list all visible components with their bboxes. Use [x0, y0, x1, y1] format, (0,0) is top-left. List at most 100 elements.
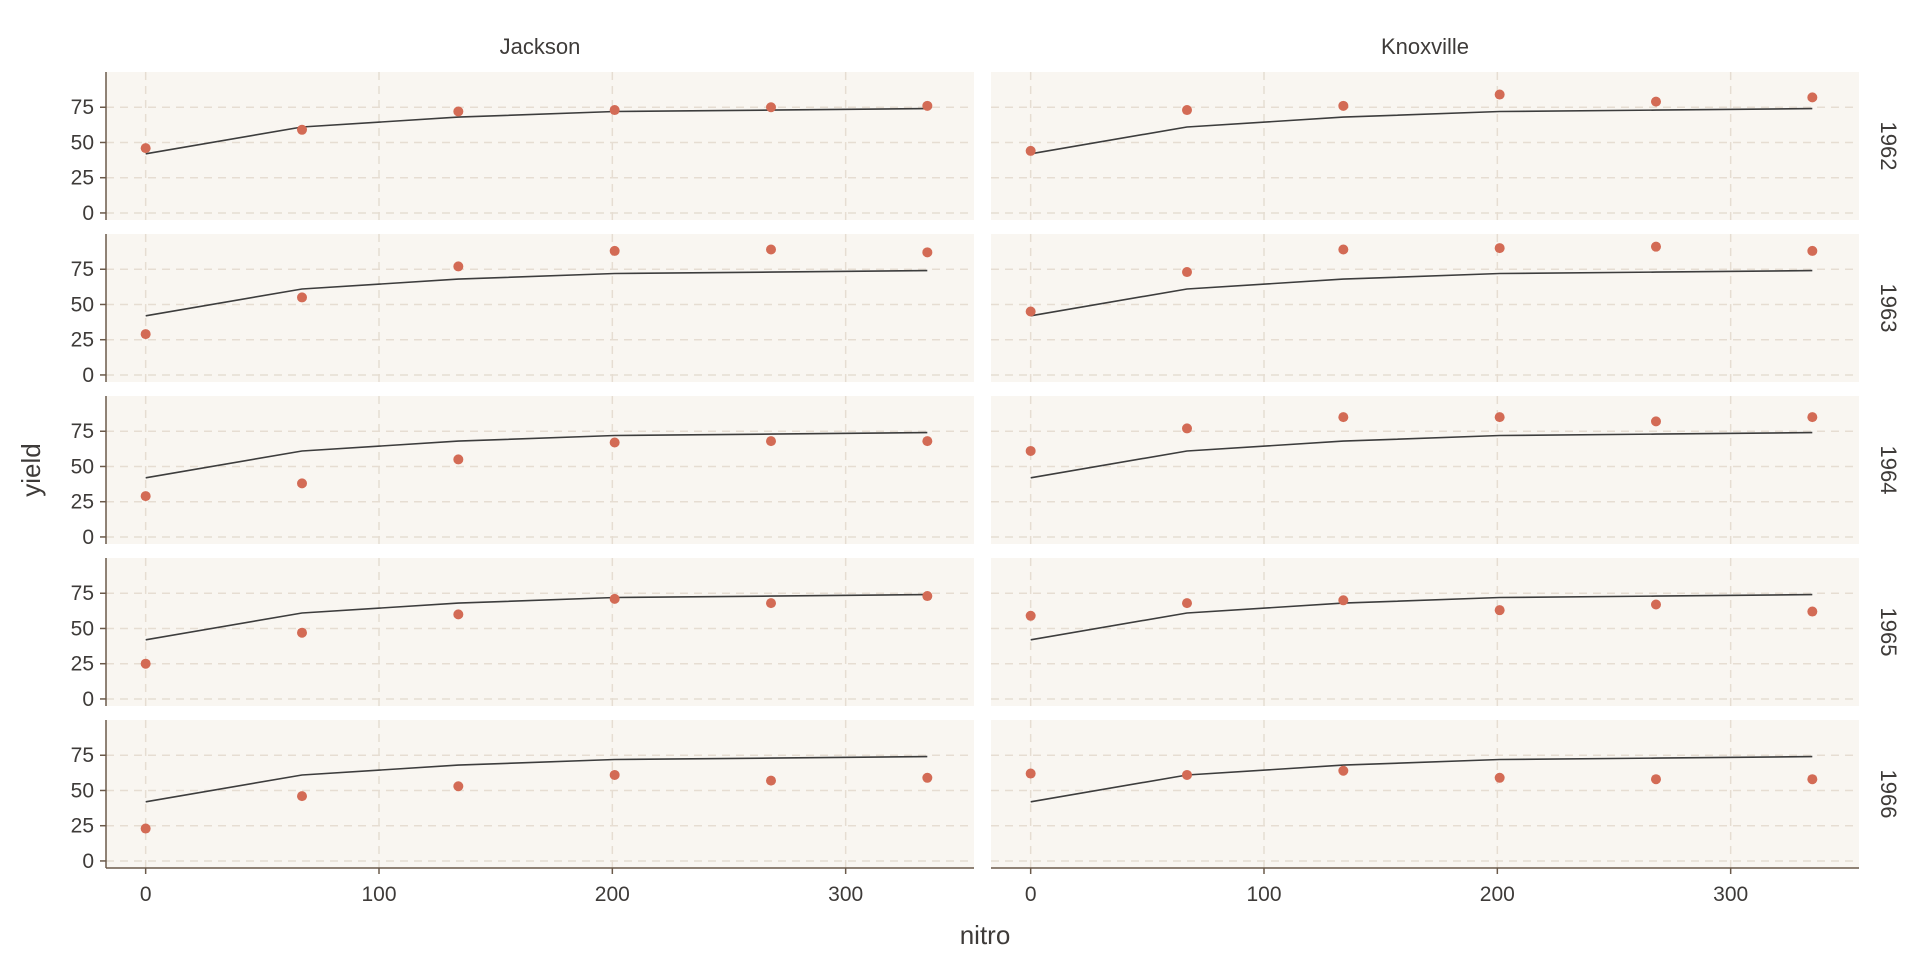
data-point [1651, 774, 1661, 785]
data-point [1182, 769, 1192, 780]
data-point [1651, 416, 1661, 427]
data-point [1494, 772, 1505, 783]
data-point [1651, 241, 1661, 252]
data-point [140, 491, 151, 502]
panel-background [106, 558, 974, 706]
data-point [1651, 599, 1661, 610]
column-strip-label: Jackson [500, 34, 581, 59]
y-tick-label: 0 [82, 202, 94, 225]
y-tick-label: 50 [71, 779, 94, 802]
panel-background [991, 72, 1859, 220]
y-tick-label: 25 [71, 329, 94, 352]
y-tick-label: 75 [71, 582, 94, 605]
data-point [1494, 412, 1505, 423]
facet-panel-jackson-1965 [106, 558, 974, 706]
y-tick-label: 75 [71, 744, 94, 767]
data-point [1182, 105, 1192, 116]
fitted-line [1030, 593, 1813, 641]
data-point [1025, 768, 1036, 779]
data-point [1025, 145, 1036, 156]
data-point [297, 791, 307, 802]
x-tick-label: 300 [1713, 883, 1748, 906]
data-point [1651, 96, 1661, 107]
x-tick-label: 200 [595, 883, 630, 906]
x-axis-title: nitro [960, 920, 1011, 950]
panel-background [991, 720, 1859, 868]
facet-panel-jackson-1966 [106, 720, 974, 868]
data-point [1182, 267, 1192, 278]
data-point [1494, 605, 1505, 616]
fitted-line [145, 431, 928, 479]
panel-background [106, 234, 974, 382]
data-point [1807, 774, 1818, 785]
x-tick-label: 300 [828, 883, 863, 906]
y-tick-label: 25 [71, 167, 94, 190]
y-tick-label: 50 [71, 455, 94, 478]
y-tick-label: 50 [71, 293, 94, 316]
y-tick-label: 0 [82, 364, 94, 387]
y-tick-label: 0 [82, 850, 94, 873]
x-tick-label: 200 [1480, 883, 1515, 906]
data-point [609, 593, 620, 604]
data-point [922, 247, 933, 258]
data-point [609, 437, 620, 448]
facet-panel-knoxville-1963 [991, 234, 1859, 382]
data-point [922, 100, 933, 111]
data-point [766, 436, 776, 447]
fitted-line [145, 755, 928, 803]
facet-panel-jackson-1964 [106, 396, 974, 544]
facet-panel-knoxville-1962 [991, 72, 1859, 220]
data-point [1338, 595, 1349, 606]
facet-panel-knoxville-1966 [991, 720, 1859, 868]
data-point [140, 329, 151, 340]
data-point [1182, 423, 1192, 434]
y-tick-label: 25 [71, 491, 94, 514]
y-tick-label: 0 [82, 526, 94, 549]
y-axis-title: yield [16, 443, 46, 496]
data-point [453, 781, 464, 792]
data-point [1025, 445, 1036, 456]
y-tick-label: 25 [71, 815, 94, 838]
data-point [453, 106, 464, 117]
data-point [297, 627, 307, 638]
x-tick-label: 100 [361, 883, 396, 906]
data-point [1338, 100, 1349, 111]
fitted-line [145, 269, 928, 317]
data-point [1807, 245, 1818, 256]
facet-panel-knoxville-1964 [991, 396, 1859, 544]
data-point [766, 102, 776, 113]
panel-background [106, 720, 974, 868]
panel-background [106, 396, 974, 544]
column-strip-label: Knoxville [1381, 34, 1469, 59]
data-point [140, 823, 151, 834]
fitted-line [1030, 107, 1813, 155]
data-point [1494, 89, 1505, 100]
data-point [766, 598, 776, 609]
panel-background [991, 396, 1859, 544]
data-point [453, 454, 464, 465]
panel-background [106, 72, 974, 220]
data-point [1807, 606, 1818, 617]
x-tick-label: 100 [1246, 883, 1281, 906]
y-tick-label: 50 [71, 131, 94, 154]
data-point [453, 261, 464, 272]
fitted-line [1030, 755, 1813, 803]
row-strip-label: 1963 [1876, 284, 1901, 333]
data-point [1494, 243, 1505, 254]
x-tick-label: 0 [1025, 883, 1037, 906]
facet-panel-knoxville-1965 [991, 558, 1859, 706]
facet-panel-jackson-1963 [106, 234, 974, 382]
panel-background [991, 558, 1859, 706]
fitted-line [145, 107, 928, 155]
data-point [1338, 412, 1349, 423]
row-strip-label: 1966 [1876, 770, 1901, 819]
data-point [1338, 244, 1349, 255]
x-tick-label: 0 [140, 883, 152, 906]
row-strip-label: 1965 [1876, 608, 1901, 657]
data-point [1182, 598, 1192, 609]
row-strip-label: 1964 [1876, 446, 1901, 495]
data-point [1807, 92, 1818, 103]
data-point [1025, 306, 1036, 317]
